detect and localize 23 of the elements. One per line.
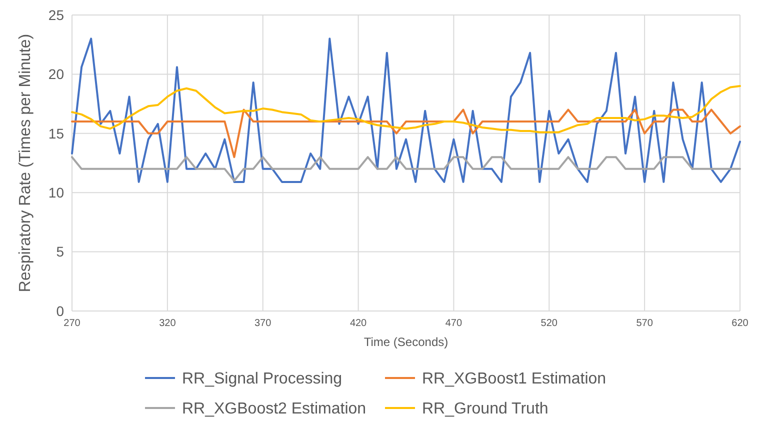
- x-axis-title: Time (Seconds): [364, 335, 448, 349]
- y-tick-label: 10: [48, 184, 64, 200]
- x-tick-label: 270: [64, 318, 81, 329]
- line-series: [71, 108, 741, 158]
- y-tick-label: 20: [48, 66, 64, 82]
- x-tick-label: 470: [445, 318, 462, 329]
- line-series: [71, 38, 741, 183]
- y-tick-label: 0: [56, 302, 64, 319]
- legend-label: RR_Signal Processing: [182, 370, 342, 388]
- x-tick-label: 420: [350, 318, 368, 329]
- legend-label: RR_XGBoost2 Estimation: [182, 400, 366, 418]
- legend-label: RR_Ground Truth: [422, 400, 548, 418]
- y-tick-label: 25: [48, 6, 64, 23]
- y-tick-label: 15: [48, 125, 64, 142]
- x-tick-label: 320: [159, 318, 176, 329]
- y-tick-label: 5: [56, 244, 64, 260]
- x-tick-label: 570: [636, 318, 654, 329]
- x-tick-label: 520: [540, 318, 558, 329]
- legend-label: RR_XGBoost1 Estimation: [422, 370, 606, 388]
- line-series: [71, 85, 741, 134]
- y-axis-title: Respiratory Rate (Times per Minute): [17, 34, 34, 292]
- x-tick-label: 620: [732, 318, 749, 329]
- x-tick-label: 370: [254, 318, 272, 329]
